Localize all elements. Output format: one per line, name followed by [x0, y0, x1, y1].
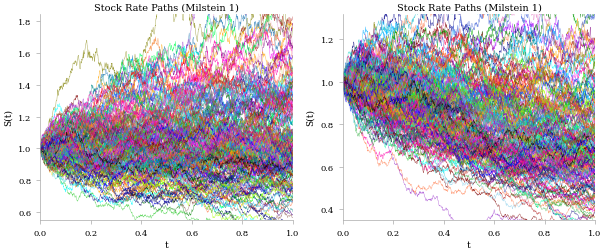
- Title: Stock Rate Paths (Milstein 1): Stock Rate Paths (Milstein 1): [396, 3, 541, 12]
- Y-axis label: S(t): S(t): [4, 109, 12, 126]
- X-axis label: t: t: [165, 240, 168, 249]
- X-axis label: t: t: [467, 240, 471, 249]
- Title: Stock Rate Paths (Milstein 1): Stock Rate Paths (Milstein 1): [94, 3, 239, 12]
- Y-axis label: S(t): S(t): [306, 109, 315, 126]
